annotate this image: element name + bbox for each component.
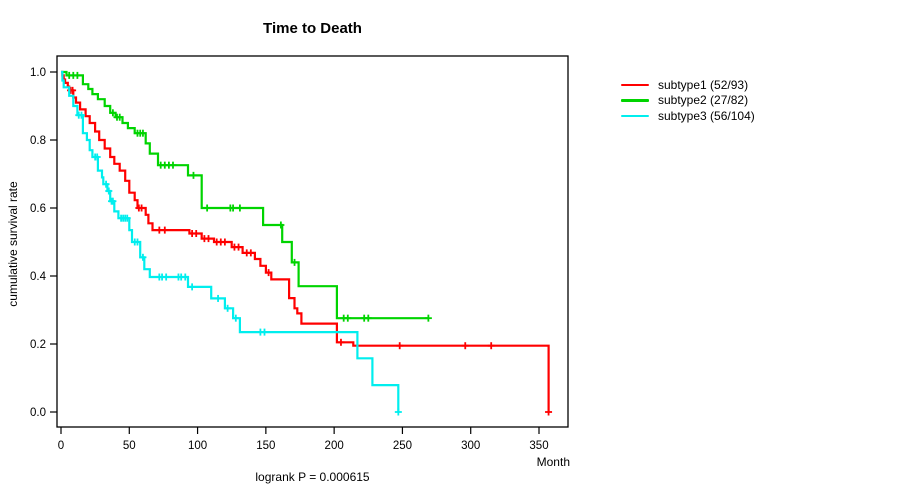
x-tick-label: 250 — [393, 440, 412, 452]
legend-item-subtype1: subtype1 (52/93) — [621, 77, 755, 93]
plot-border — [56, 55, 569, 428]
y-tick-label: 0.6 — [30, 203, 46, 215]
y-tick-label: 0.2 — [30, 339, 46, 351]
logrank-annotation: logrank P = 0.000615 — [255, 470, 370, 484]
x-tick-label: 200 — [325, 440, 344, 452]
chart-title: Time to Death — [263, 20, 362, 37]
x-tick-label: 350 — [529, 440, 548, 452]
km-curve-2 — [61, 70, 429, 320]
legend-line-swatch-subtype1 — [621, 83, 649, 86]
legend-line-swatch-subtype3 — [621, 114, 649, 117]
y-tick-label: 1.0 — [30, 67, 46, 79]
legend-label-subtype1: subtype1 (52/93) — [658, 77, 749, 92]
x-tick-label: 50 — [123, 440, 136, 452]
y-tick-label: 0.8 — [30, 135, 46, 147]
y-tick-label: 0.0 — [30, 407, 46, 419]
legend-item-subtype3: subtype3 (56/104) — [621, 108, 755, 124]
legend-label-subtype3: subtype3 (56/104) — [658, 108, 755, 123]
x-tick-label: 0 — [58, 440, 64, 452]
y-tick-label: 0.4 — [30, 271, 47, 283]
legend: subtype1 (52/93) subtype2 (27/82) subtyp… — [621, 77, 755, 124]
x-tick-label: 150 — [256, 440, 275, 452]
legend-line-swatch-subtype2 — [621, 99, 649, 102]
legend-item-subtype2: subtype2 (27/82) — [621, 93, 755, 109]
x-tick-label: 100 — [188, 440, 207, 452]
legend-label-subtype2: subtype2 (27/82) — [658, 93, 749, 108]
km-curve-1 — [61, 70, 550, 412]
x-axis-label: Month — [536, 455, 570, 469]
x-tick-label: 300 — [461, 440, 480, 452]
